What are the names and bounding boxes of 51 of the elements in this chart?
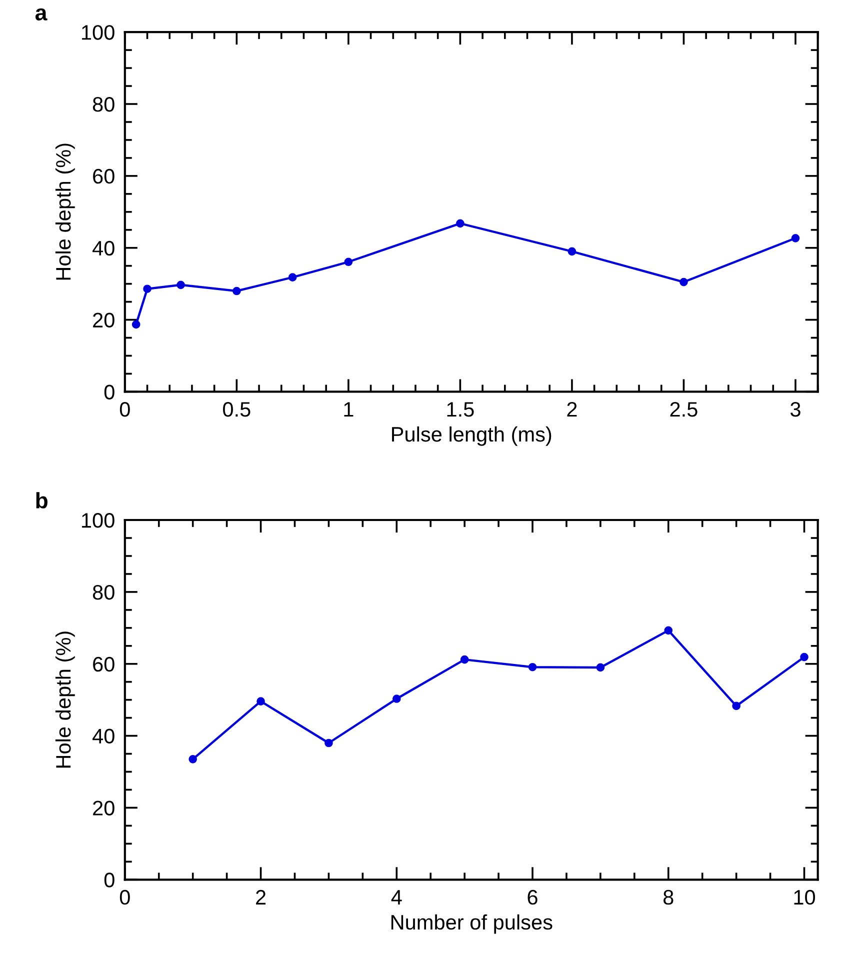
x-tick-label: 8	[663, 890, 674, 905]
point	[344, 258, 353, 266]
x-tick-label: 2	[567, 402, 577, 417]
x-tick-label: 0	[120, 890, 130, 905]
y-tick-label: 100	[82, 513, 114, 528]
y-tick-label: 40	[92, 728, 114, 744]
y-tick-label: 60	[93, 168, 114, 184]
y-axis-title: Hole depth (%)	[55, 632, 75, 768]
y-axis-title: Hole depth (%)	[55, 144, 75, 280]
point	[176, 280, 185, 290]
y-tick-label: 60	[93, 656, 114, 672]
x-tick-label: 2.5	[670, 402, 698, 417]
point	[680, 278, 688, 286]
point	[568, 247, 576, 256]
point	[664, 626, 673, 635]
point	[392, 694, 401, 703]
point	[800, 652, 808, 662]
x-tick-label: 4	[391, 890, 402, 904]
point	[456, 219, 464, 228]
x-tick-label: 2	[256, 890, 266, 904]
point	[132, 320, 140, 329]
point	[232, 286, 241, 296]
text: b	[36, 492, 48, 508]
point	[791, 234, 800, 242]
x-axis-title: Pulse length (ms)	[392, 426, 552, 446]
x-tick-label: 0.5	[223, 402, 250, 417]
y-tick-label: 40	[92, 240, 114, 256]
text: a	[35, 8, 48, 20]
point	[188, 755, 198, 764]
point	[732, 702, 740, 710]
x-tick-label: 6	[528, 890, 538, 905]
y-tick-label: 0	[104, 872, 114, 888]
x-tick-label: 1	[344, 402, 354, 417]
y-tick-label: 80	[92, 97, 114, 112]
y-tick-label: 20	[93, 312, 114, 328]
point	[324, 738, 333, 748]
y-tick-label: 100	[82, 25, 114, 40]
x-tick-label: 1.5	[447, 402, 474, 417]
x-tick-label: 0	[120, 402, 130, 417]
x-tick-label: 3	[790, 402, 800, 417]
point	[288, 273, 297, 282]
point	[528, 662, 537, 672]
point	[256, 697, 265, 706]
point	[460, 655, 469, 664]
x-tick-label: 10	[794, 890, 816, 905]
point	[596, 663, 605, 672]
y-tick-label: 0	[104, 384, 114, 400]
point	[143, 284, 152, 294]
y-tick-label: 80	[92, 584, 114, 600]
y-tick-label: 20	[93, 800, 114, 816]
x-axis-title: Number of pulses	[391, 914, 552, 934]
